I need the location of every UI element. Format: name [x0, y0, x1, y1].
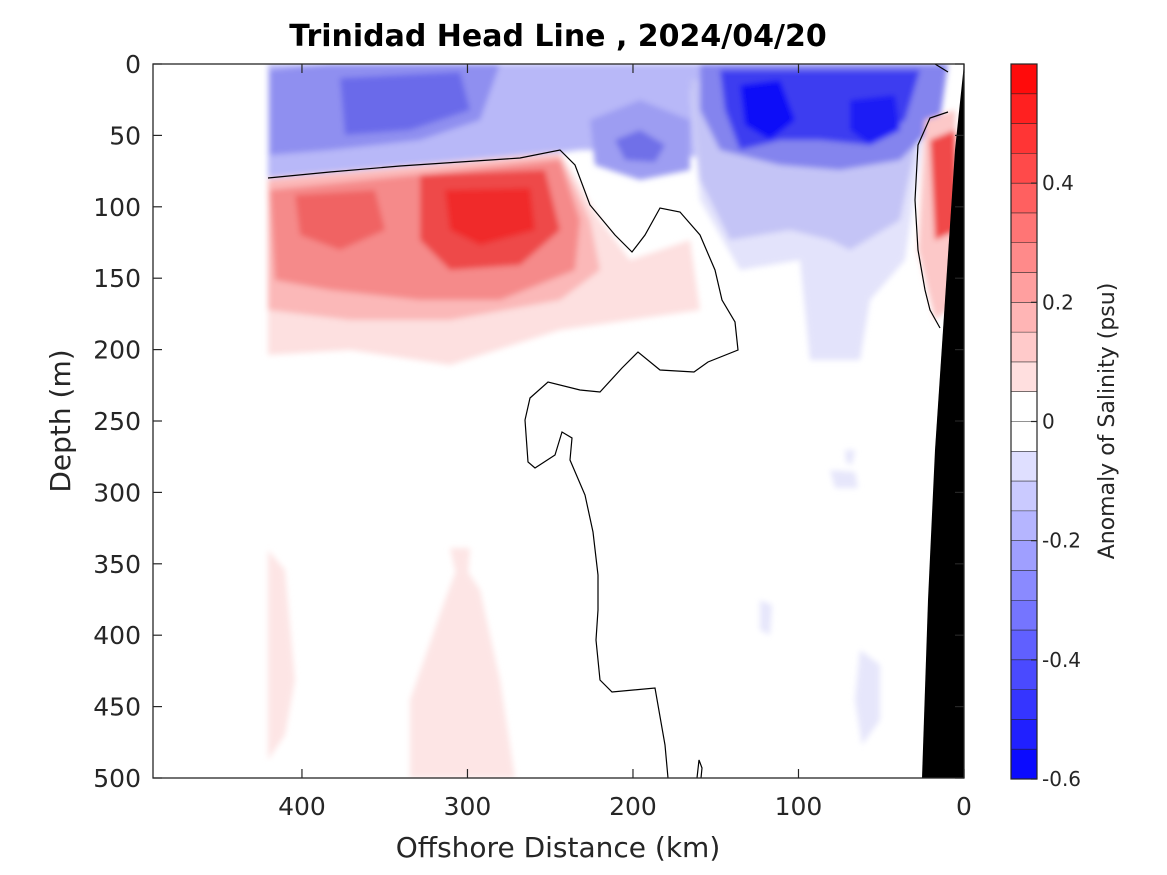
negative-anomaly-deep-4	[845, 450, 855, 465]
colorbar-segment	[1011, 332, 1037, 363]
colorbar-segment	[1011, 481, 1037, 512]
negative-anomaly-coastal-max-2	[850, 95, 900, 145]
colorbar-segment	[1011, 510, 1037, 541]
negative-anomaly-deep-3	[760, 600, 772, 635]
colorbar: 0.4 0.2 0 -0.2 -0.4 -0.6	[1010, 63, 1081, 791]
negative-anomaly-offshore-core	[340, 72, 470, 135]
colorbar-tick-label: 0	[1042, 410, 1055, 434]
colorbar-segment	[1011, 123, 1037, 154]
y-tick-label: 400	[93, 621, 141, 650]
y-tick-label: 250	[93, 407, 141, 436]
positive-anomaly-deep-edge	[268, 550, 295, 760]
colorbar-tick-label: 0.4	[1042, 171, 1074, 195]
colorbar-tick-label: -0.6	[1042, 767, 1081, 791]
colorbar-segment	[1011, 600, 1037, 631]
y-tick-label: 50	[109, 121, 141, 150]
y-axis: 0 50 100 150 200 250 300 350 400 450 500	[93, 50, 964, 793]
colorbar-label: Anomaly of Salinity (psu)	[1095, 283, 1120, 560]
colorbar-segment	[1011, 183, 1037, 214]
y-axis-label: Depth (m)	[44, 349, 77, 492]
negative-anomaly-midshelf-core	[615, 130, 665, 162]
colorbar-tick-label: -0.2	[1042, 529, 1081, 553]
zero-contour-small-loop	[696, 759, 703, 778]
x-axis-label: Offshore Distance (km)	[396, 831, 721, 864]
positive-anomaly-main-max	[445, 188, 535, 245]
y-tick-label: 100	[93, 193, 141, 222]
positive-anomaly-secondary-core	[295, 190, 385, 250]
x-tick-label: 100	[775, 792, 823, 821]
bottom-topography	[922, 64, 964, 778]
colorbar-segment	[1011, 749, 1037, 780]
zero-contour-corner	[934, 64, 949, 73]
colorbar-segment	[1011, 451, 1037, 482]
positive-anomaly-deep-offshore	[410, 560, 515, 778]
colorbar-segment	[1011, 570, 1037, 601]
anomaly-field	[267, 64, 964, 778]
x-tick-label: 0	[956, 792, 972, 821]
colorbar-segment	[1011, 630, 1037, 661]
y-tick-label: 500	[93, 764, 141, 793]
colorbar-segment	[1011, 212, 1037, 244]
positive-anomaly-deep-small	[450, 548, 470, 575]
colorbar-segment	[1011, 719, 1037, 750]
colorbar-segment	[1011, 421, 1037, 452]
negative-anomaly-deep-1	[855, 650, 880, 745]
plot-area	[152, 63, 965, 779]
colorbar-segment	[1011, 391, 1037, 422]
colorbar-segment	[1011, 540, 1037, 571]
colorbar-tick-label: -0.4	[1042, 648, 1081, 672]
zero-contour-line	[267, 149, 739, 778]
colorbar-segment	[1011, 689, 1037, 720]
colorbar-segment	[1011, 302, 1037, 333]
y-tick-label: 450	[93, 693, 141, 722]
zero-contour-nearshore	[914, 111, 949, 329]
colorbar-segment	[1011, 272, 1037, 303]
x-axis: 400 300 200 100 0	[278, 64, 972, 821]
colorbar-segment	[1011, 93, 1037, 124]
chart-title: Trinidad Head Line , 2024/04/20	[289, 19, 826, 54]
x-tick-label: 200	[609, 792, 657, 821]
negative-anomaly-deep-2	[830, 470, 858, 488]
colorbar-segment	[1011, 361, 1037, 393]
colorbar-segment	[1011, 242, 1037, 273]
x-tick-label: 300	[444, 792, 492, 821]
negative-anomaly-coastal-max-1	[740, 80, 795, 140]
colorbar-segment	[1011, 659, 1037, 690]
y-tick-label: 0	[125, 50, 141, 79]
colorbar-segment	[1011, 153, 1037, 184]
colorbar-segment	[1011, 64, 1037, 95]
y-tick-label: 300	[93, 478, 141, 507]
colorbar-tick-label: 0.2	[1042, 290, 1074, 314]
y-tick-label: 350	[93, 550, 141, 579]
y-tick-label: 150	[93, 264, 141, 293]
x-tick-label: 400	[278, 792, 326, 821]
y-tick-label: 200	[93, 336, 141, 365]
